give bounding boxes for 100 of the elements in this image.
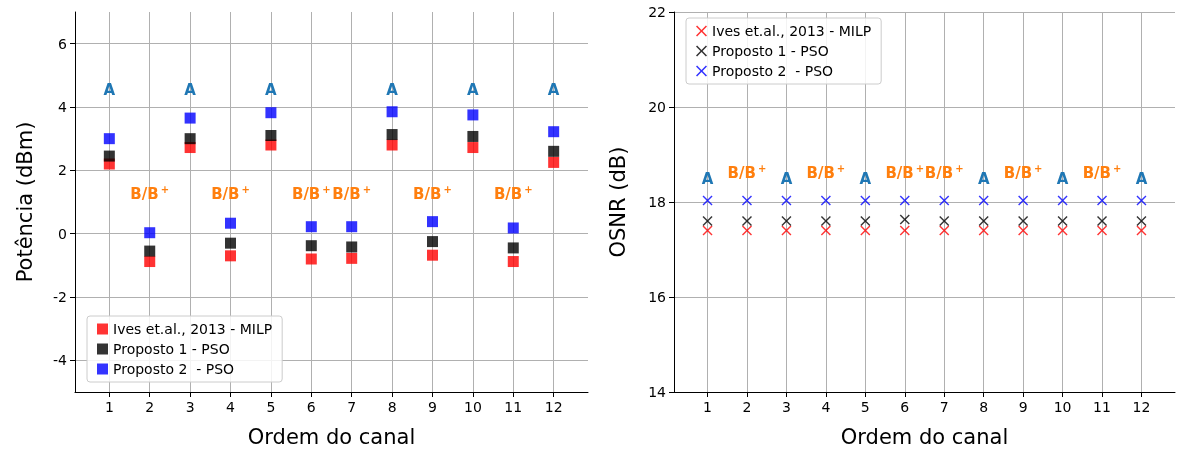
- annotation: B/B+: [493, 184, 533, 203]
- annotation: B/B+: [1003, 163, 1043, 182]
- x-tick-label: 10: [1053, 399, 1072, 415]
- point: [426, 249, 438, 261]
- point: [781, 195, 792, 206]
- x-tick-label: 7: [347, 399, 357, 415]
- point: [702, 225, 713, 236]
- point: [507, 222, 519, 234]
- point: [741, 195, 752, 206]
- x-axis-title: Ordem do canal: [247, 424, 416, 449]
- point: [939, 225, 950, 236]
- point: [103, 150, 115, 162]
- x-tick-label: 5: [266, 399, 276, 415]
- point: [978, 195, 989, 206]
- point: [225, 250, 237, 262]
- x-tick-label: 5: [860, 399, 870, 415]
- point: [1057, 216, 1068, 226]
- point: [225, 217, 237, 229]
- point: [899, 195, 910, 206]
- point: [1018, 225, 1029, 236]
- point: [1018, 216, 1029, 226]
- point: [741, 225, 752, 236]
- x-tick-label: 1: [104, 399, 114, 415]
- point: [467, 109, 479, 121]
- annotation: B/B+: [885, 163, 925, 182]
- point: [1136, 216, 1147, 226]
- y-axis-title: Potência (dBm): [12, 121, 37, 283]
- annotation: A: [386, 80, 399, 99]
- point: [1057, 195, 1068, 206]
- point: [899, 225, 910, 236]
- annotation: A: [265, 80, 278, 99]
- x-tick-label: 8: [387, 399, 397, 415]
- y-tick-label: 18: [648, 194, 666, 210]
- point: [346, 241, 358, 253]
- point: [386, 106, 398, 118]
- x-tick-label: 11: [504, 399, 523, 415]
- annotation: B/B+: [211, 184, 250, 203]
- point: [386, 129, 398, 141]
- x-tick-label: 6: [900, 399, 910, 415]
- point: [265, 139, 277, 151]
- y-tick-label: 0: [58, 225, 67, 242]
- point: [305, 253, 317, 265]
- x-tick-label: 12: [544, 399, 563, 415]
- y-tick-label: 22: [648, 4, 666, 20]
- point: [184, 133, 196, 145]
- annotation: A: [1056, 169, 1069, 188]
- point: [426, 236, 438, 248]
- annotation: A: [977, 169, 990, 188]
- point: [1057, 225, 1068, 236]
- annotation: A: [103, 80, 116, 99]
- point: [939, 216, 950, 226]
- point: [265, 107, 277, 119]
- point: [899, 214, 910, 225]
- y-tick-label: -2: [53, 289, 67, 305]
- legend-label: Proposto 2 - PSO: [113, 361, 235, 377]
- y-tick-label: 6: [58, 35, 68, 52]
- y-tick-label: 14: [648, 384, 667, 400]
- point: [978, 225, 989, 236]
- point: [548, 156, 560, 168]
- point: [1018, 195, 1029, 206]
- y-tick-label: -4: [53, 352, 68, 369]
- point: [144, 256, 156, 268]
- x-tick-label: 9: [428, 399, 437, 415]
- point: [741, 216, 752, 226]
- point: [1097, 216, 1108, 226]
- point: [225, 237, 237, 249]
- annotation: B/B+: [727, 163, 767, 182]
- point: [820, 216, 831, 226]
- annotation: B/B+: [924, 163, 964, 182]
- point: [305, 221, 317, 233]
- point: [346, 221, 358, 233]
- point: [860, 225, 871, 236]
- x-tick-label: 4: [226, 399, 236, 415]
- point: [346, 252, 358, 264]
- y-tick-label: 20: [648, 99, 666, 115]
- y-tick-label: 2: [58, 162, 67, 179]
- point: [939, 195, 950, 206]
- point: [467, 142, 479, 154]
- point: [1097, 195, 1108, 206]
- point: [978, 216, 989, 226]
- annotation: B/B+: [332, 184, 372, 203]
- x-tick-label: 9: [1018, 399, 1028, 415]
- y-tick-label: 16: [648, 289, 667, 305]
- point: [144, 227, 156, 239]
- point: [702, 195, 713, 206]
- point: [184, 112, 196, 124]
- annotation: A: [701, 169, 714, 188]
- x-tick-label: 12: [1132, 399, 1151, 415]
- y-axis-title: OSNR (dB): [605, 146, 630, 258]
- annotation: B/B+: [806, 163, 846, 182]
- point: [467, 130, 479, 142]
- point: [1136, 225, 1147, 236]
- point: [781, 216, 792, 226]
- point: [103, 133, 115, 145]
- point: [144, 245, 156, 257]
- annotation: B/B+: [130, 184, 170, 203]
- x-tick-label: 3: [185, 399, 195, 415]
- x-tick-label: 2: [145, 399, 155, 415]
- legend-label: Proposto 1 - PSO: [113, 341, 230, 357]
- legend-label: Proposto 1 - PSO: [712, 43, 829, 59]
